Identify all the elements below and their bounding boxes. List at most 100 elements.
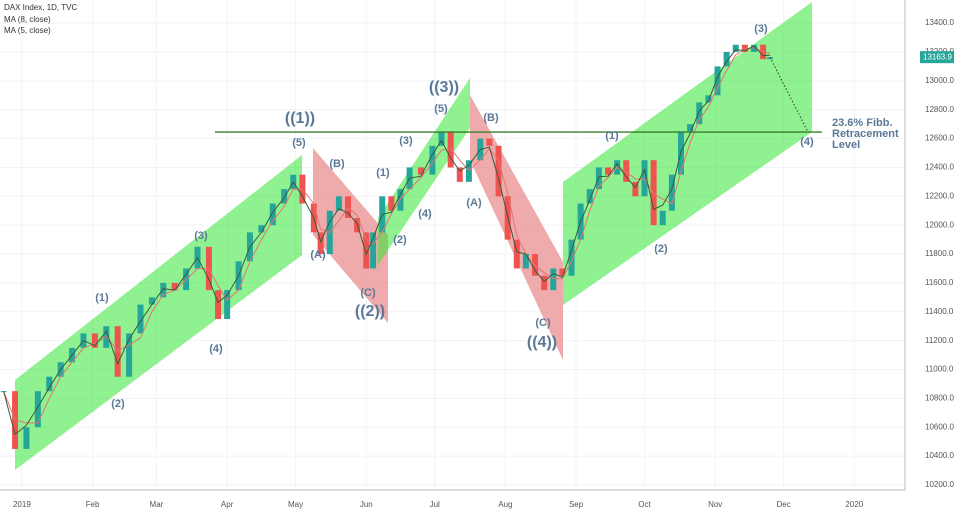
candle [363, 232, 370, 269]
y-tick-label: 12800.0 [925, 105, 954, 114]
x-tick-label: Mar [150, 500, 164, 509]
candle [317, 232, 324, 255]
candle [148, 297, 155, 305]
x-tick-label: Oct [638, 500, 651, 509]
wave-label: (2) [111, 398, 125, 410]
candle [705, 95, 712, 103]
wave-label: ((1)) [285, 110, 315, 127]
candle [513, 239, 520, 269]
x-tick-label: May [288, 500, 303, 509]
green-channel [563, 2, 812, 305]
y-tick-label: 12400.0 [925, 163, 954, 172]
wave-label: (A) [466, 197, 482, 209]
y-tick-label: 13000.0 [925, 76, 954, 85]
candle [741, 44, 748, 52]
ma-line [3, 45, 770, 436]
x-tick-label: Jun [360, 500, 373, 509]
wave-label: (C) [535, 317, 551, 329]
wave-label: ((2)) [355, 303, 385, 320]
candle [550, 268, 557, 291]
wave-label: (2) [654, 243, 668, 255]
wave-label: (B) [329, 158, 345, 170]
projection-line [769, 56, 809, 133]
chart-title: DAX Index, 1D, TVC [4, 3, 77, 12]
wave-label: (4) [418, 208, 432, 220]
wave-label: (3) [754, 23, 768, 35]
x-tick-label: Nov [708, 500, 722, 509]
candle [224, 290, 231, 319]
candle [641, 160, 648, 197]
x-tick-label: Aug [498, 500, 512, 509]
green-channel [15, 155, 302, 470]
last-value-label: 13163.9 [923, 52, 952, 61]
y-tick-label: 11200.0 [925, 336, 954, 345]
wave-label: (2) [393, 234, 407, 246]
y-tick-label: 13400.0 [925, 18, 954, 27]
candle [23, 427, 30, 449]
legend-entry: MA (8, close) [4, 15, 51, 24]
y-tick-label: 12600.0 [925, 134, 954, 143]
candle [456, 167, 463, 182]
candle [335, 196, 342, 211]
fib-label: Retracement [832, 128, 899, 140]
fib-label: Level [832, 139, 860, 151]
wave-label: (4) [800, 136, 814, 148]
candle [605, 167, 612, 175]
x-tick-label: 2019 [13, 500, 31, 509]
candle [541, 275, 548, 291]
candle [215, 290, 222, 319]
candle [34, 391, 41, 428]
wave-label: (A) [310, 249, 326, 261]
wave-label: (B) [483, 112, 499, 124]
candle [723, 51, 730, 67]
candle [114, 326, 121, 377]
fib-label: 23.6% Fibb. [832, 117, 893, 129]
candle [126, 333, 133, 377]
wave-label: (1) [605, 130, 619, 142]
candle [388, 196, 395, 211]
candle [91, 333, 98, 348]
x-tick-label: Sep [569, 500, 584, 509]
candle [429, 145, 436, 175]
wave-label: (1) [95, 292, 109, 304]
candle [281, 189, 288, 204]
y-tick-label: 10800.0 [925, 393, 954, 402]
candle [370, 232, 377, 269]
candle [623, 160, 630, 182]
wave-label: ((3)) [429, 79, 459, 96]
wave-label: (C) [360, 287, 376, 299]
candle [687, 124, 694, 132]
red-channel [313, 148, 388, 323]
candle [137, 304, 144, 334]
legend-entry: MA (5, close) [4, 26, 51, 35]
y-tick-label: 11800.0 [925, 249, 954, 258]
candle [559, 268, 566, 276]
candle [438, 131, 445, 146]
x-tick-label: Jul [430, 500, 440, 509]
candle [696, 102, 703, 125]
candle [586, 189, 593, 204]
candle [495, 145, 502, 197]
candle [486, 138, 493, 146]
channels [15, 2, 812, 470]
y-tick-label: 11600.0 [925, 278, 954, 287]
candle [46, 376, 53, 392]
candle [595, 167, 602, 190]
candle [632, 181, 639, 197]
ma-line [3, 47, 771, 424]
candle [522, 254, 529, 269]
candle [269, 203, 276, 226]
candle [750, 44, 757, 52]
wave-label: (3) [399, 135, 413, 147]
candle [668, 174, 675, 211]
last-value-box [920, 51, 954, 64]
candle [568, 239, 575, 276]
y-tick-label: 10400.0 [925, 451, 954, 460]
wave-label: (3) [194, 230, 208, 242]
candle [160, 282, 167, 298]
y-tick-label: 10600.0 [925, 422, 954, 431]
y-tick-label: 10200.0 [925, 480, 954, 489]
y-tick-label: 12000.0 [925, 220, 954, 229]
candle [714, 66, 721, 96]
